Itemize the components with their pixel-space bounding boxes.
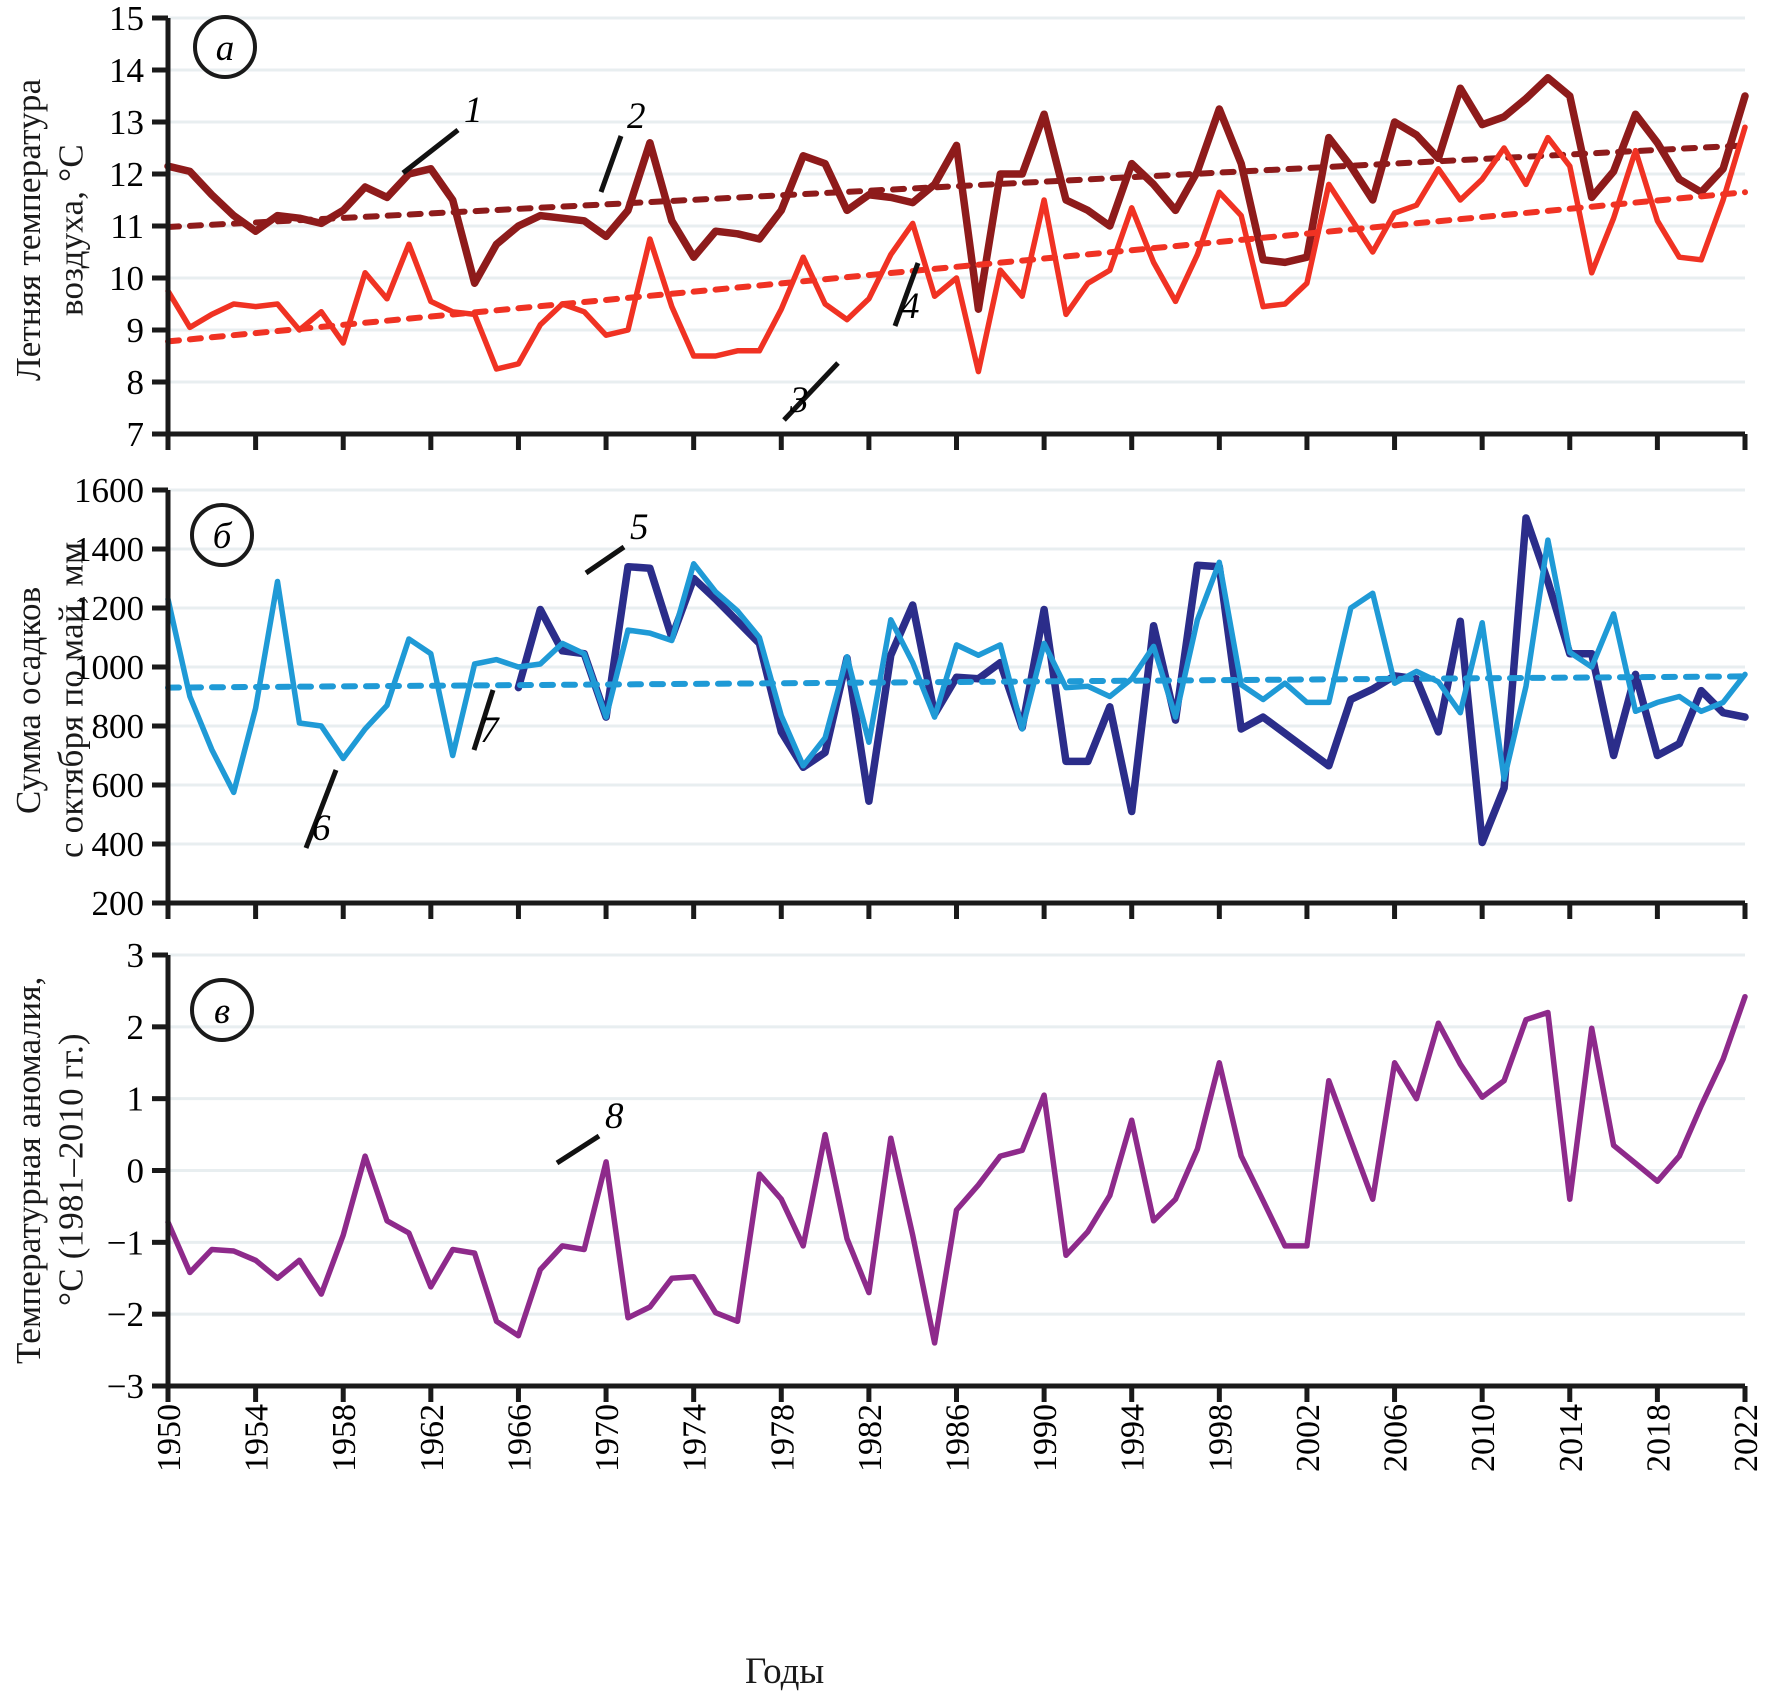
x-tick-label: 1954 [239,1404,276,1472]
y-tick-label: −1 [107,1223,144,1262]
x-tick-label: 1950 [151,1404,188,1472]
series-2 [165,142,1748,230]
y-tick-label: 1600 [74,471,144,510]
x-tick-labels: 1950 1954 1958 1962 1966 1970 1974 1978 1982 1986… [151,1404,1765,1472]
panel-badge-circle [190,503,254,567]
annotations: 1 2 3 4 5 6 7 8 [303,90,921,1166]
x-tick-label: 1998 [1202,1404,1239,1472]
y-tick-label: 0 [127,1152,145,1191]
annotation-label-6: 6 [312,808,331,849]
x-axis-label: Годы [745,1651,825,1692]
y-tick-label: 1200 [74,589,144,628]
x-tick-label: 2002 [1290,1404,1327,1472]
annotation-label-5: 5 [630,507,649,548]
series-6 [165,537,1748,796]
y-tick-label: 11 [110,207,144,246]
y-tick-label: 8 [127,363,145,402]
x-tick-label: 2014 [1553,1404,1590,1472]
annotation-label-3: 3 [789,380,809,421]
series-7 [165,673,1748,691]
x-tick-label: 1994 [1115,1404,1152,1472]
y-tick-label: 1 [127,1080,145,1119]
x-tick-label: 1970 [589,1404,626,1472]
y-tick-label: 7 [127,415,145,454]
y-tick-label: 800 [92,707,145,746]
y-tick-label: 13 [109,103,144,142]
y-tick-label: 10 [109,259,144,298]
annotation-leader-2 [598,135,624,193]
panel-badge-label: в [214,991,230,1032]
y-tick-label: 9 [127,311,145,350]
series-1 [164,74,1749,313]
x-tick-label: 2018 [1640,1404,1677,1472]
panel-badge-circle [190,978,254,1042]
x-tick-label: 1966 [501,1404,538,1472]
panel-a-ylabel: Летняя температура воздуха, °C [9,78,91,382]
y-tick-label: 2 [127,1008,145,1047]
panel-badge-circle [193,15,257,79]
x-tick-label: 1978 [764,1404,801,1472]
panel-badge-label: б [213,516,233,557]
x-tick-label: 2006 [1378,1404,1415,1472]
panel-badge-label: а [216,28,235,69]
panel-c-ylabel: Температурная аномалия, °C (1981–2010 гг… [9,976,91,1364]
annotation-label-8: 8 [605,1096,624,1137]
annotation-leader-1 [401,128,460,175]
panel-б: 200 400 600 800 1000 1200 1400 1600 б [74,471,1749,923]
annotation-label-1: 1 [464,90,483,131]
y-tick-label: 200 [92,884,145,923]
annotation-leader-7 [471,689,496,751]
x-tick-label: 1982 [852,1404,889,1472]
series-8 [165,993,1748,1346]
y-tick-label: −3 [107,1367,144,1406]
annotation-leader-3 [782,361,840,422]
series-4 [165,189,1748,345]
x-tick-label: 1990 [1027,1404,1064,1472]
x-tick-label: 2010 [1465,1404,1502,1472]
y-tick-label: −2 [107,1295,144,1334]
y-tick-label: 15 [109,0,144,38]
annotation-leader-6 [303,769,339,849]
series-3 [165,124,1748,375]
y-tick-label: 1400 [74,530,144,569]
panel-в: −3 −2 −1 0 1 2 3 в [107,936,1748,1406]
y-tick-label: 600 [92,766,145,805]
y-tick-label: 400 [92,825,145,864]
x-tick-label: 1974 [677,1404,714,1472]
x-tick-label: 1958 [326,1404,363,1472]
panel-b-ylabel: Сумма осадков с октября по май, мм [9,541,91,859]
y-tick-label: 14 [109,51,144,90]
annotation-label-2: 2 [627,96,646,137]
y-tick-label: 1000 [74,648,144,687]
x-tick-label: 1986 [940,1404,977,1472]
annotation-leader-4 [892,262,921,327]
annotation-leader-8 [555,1133,601,1166]
x-tick-label: 1962 [414,1404,451,1472]
annotation-label-7: 7 [480,710,500,751]
x-tick-label: 2022 [1728,1404,1765,1472]
annotation-leader-5 [584,544,626,576]
y-tick-label: 12 [109,155,144,194]
y-tick-label: 3 [127,936,145,975]
annotation-label-4: 4 [901,286,920,327]
